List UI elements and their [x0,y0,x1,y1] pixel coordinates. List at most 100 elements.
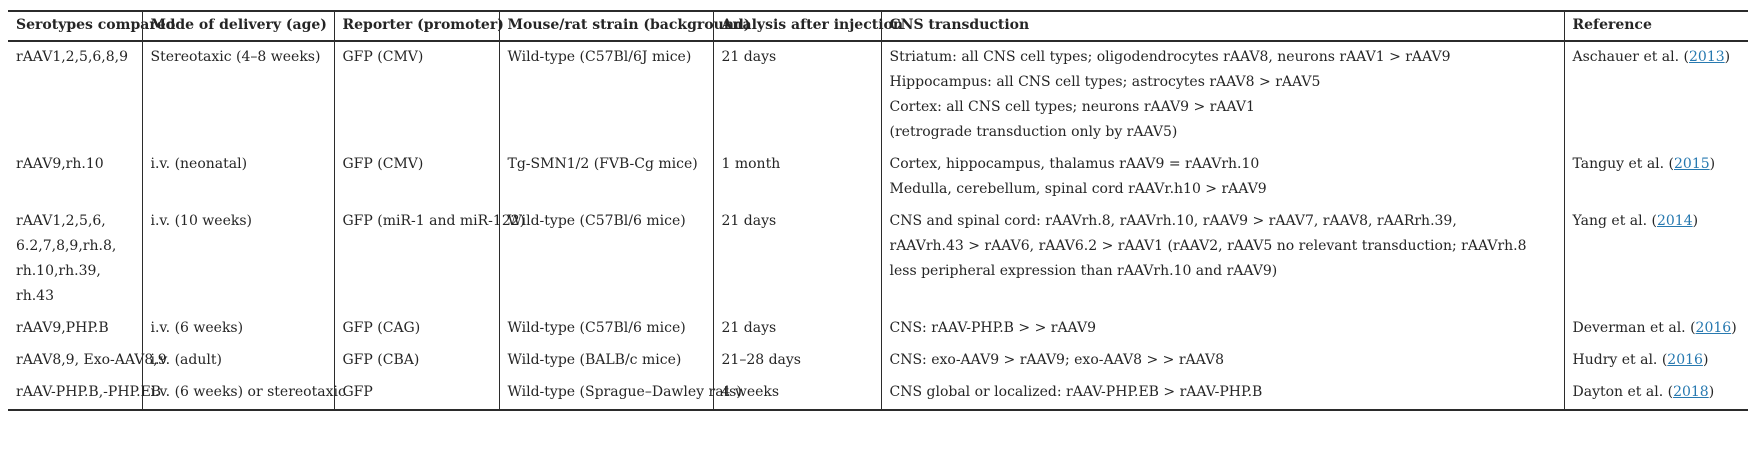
cell-line: CNS: exo-AAV9 > rAAV9; exo-AAV8 > > rAAV… [889,352,1225,368]
cell-line: Medulla, cerebellum, spinal cord rAAVr.h… [889,181,1267,197]
table-row: rAAV9,PHP.B i.v. (6 weeks) GFP (CAG) Wild-t… [8,313,1748,345]
cell-line: Striatum: all CNS cell types; oligodendr… [889,49,1451,65]
cell-transduction: CNS: rAAV-PHP.B > > rAAV9 [880,313,1564,345]
cell-line: 21 days [721,49,777,65]
cell-line: CNS global or localized: rAAV-PHP.EB > r… [889,384,1263,400]
table-row: rAAV-PHP.B,-PHP.EB i.v. (6 weeks) or ster… [8,377,1748,410]
cell-transduction: Striatum: all CNS cell types; oligodendr… [880,41,1564,149]
reference-text: Dayton et al. (2018) [1572,384,1715,400]
reference-year-link[interactable]: 2015 [1674,156,1710,172]
cell-line: GFP (CBA) [342,352,420,368]
cell-transduction: Cortex, hippocampus, thalamus rAAV9 = rA… [880,149,1564,206]
cell-analysis: 4 weeks [712,377,881,410]
cell-line: 6.2,7,8,9,rh.8, [16,238,117,254]
cell-serotypes: rAAV9,rh.10 [8,149,142,206]
cell-reference: Deverman et al. (2016) [1563,313,1748,345]
cell-line: 21 days [721,213,777,229]
cell-transduction: CNS and spinal cord: rAAVrh.8, rAAVrh.10… [880,206,1564,313]
cell-delivery: i.v. (10 weeks) [141,206,334,313]
cell-line: rAAV1,2,5,6,8,9 [16,49,129,65]
cell-line: CNS: rAAV-PHP.B > > rAAV9 [889,320,1097,336]
cell-line: Cortex: all CNS cell types; neurons rAAV… [889,99,1255,115]
cell-reference: Aschauer et al. (2013) [1563,41,1748,149]
table-container: Serotypes compared Mode of delivery (age… [8,10,1748,411]
cell-analysis: 21 days [712,41,881,149]
cell-line: Wild-type (Sprague–Dawley rats) [507,384,742,400]
cell-line: i.v. (10 weeks) [150,213,253,229]
cell-reporter: GFP [333,377,499,410]
cell-reporter: GFP (CBA) [333,345,499,377]
cell-reference: Yang et al. (2014) [1563,206,1748,313]
reference-year-link[interactable]: 2016 [1667,352,1703,368]
cell-line: GFP [342,384,373,400]
column-header-reference: Reference [1563,11,1748,42]
table-row: rAAV9,rh.10 i.v. (neonatal) GFP (CMV) Tg-SM… [8,149,1748,206]
cell-serotypes: rAAV-PHP.B,-PHP.EB [8,377,162,410]
reference-year-link[interactable]: 2013 [1689,49,1725,65]
cell-line: Tg-SMN1/2 (FVB-Cg mice) [507,156,698,172]
reference-text: Aschauer et al. (2013) [1572,49,1731,65]
cell-line: i.v. (adult) [150,352,222,368]
column-header-transduction: CNS transduction [880,11,1564,42]
table-row: rAAV8,9, Exo-AAV8,9 i.v. (adult) GFP (CBA)… [8,345,1748,377]
cell-reporter: GFP (miR-1 and miR-122) [333,206,526,313]
cell-delivery: i.v. (neonatal) [141,149,334,206]
cell-line: 1 month [721,156,781,172]
cell-analysis: 21 days [712,206,881,313]
cell-line: Wild-type (C57Bl/6J mice) [507,49,692,65]
reference-text: Deverman et al. (2016) [1572,320,1737,336]
cell-line: 4 weeks [721,384,780,400]
cell-line: rAAV-PHP.B,-PHP.EB [16,384,162,400]
cell-transduction: CNS: exo-AAV9 > rAAV9; exo-AAV8 > > rAAV… [880,345,1564,377]
cell-line: rAAVrh.43 > rAAV6, rAAV6.2 > rAAV1 (rAAV… [889,238,1527,254]
column-header-analysis: Analysis after injection [712,11,903,42]
cell-delivery: Stereotaxic (4–8 weeks) [141,41,334,149]
cell-line: GFP (CMV) [342,156,424,172]
table-row: rAAV1,2,5,6,8,9 Stereotaxic (4–8 weeks) GF… [8,41,1748,149]
cell-delivery: i.v. (6 weeks) or stereotaxic [141,377,346,410]
cell-line: (retrograde transduction only by rAAV5) [889,124,1178,140]
reference-text: Yang et al. (2014) [1572,213,1699,229]
cell-line: i.v. (6 weeks) or stereotaxic [150,384,346,400]
cell-reference: Tanguy et al. (2015) [1563,149,1748,206]
reference-text: Hudry et al. (2016) [1572,352,1709,368]
reference-year-link[interactable]: 2016 [1695,320,1732,336]
cell-strain: Wild-type (BALB/c mice) [498,345,713,377]
cell-line: CNS and spinal cord: rAAVrh.8, rAAVrh.10… [889,213,1457,229]
column-header-delivery: Mode of delivery (age) [141,11,334,42]
cell-analysis: 21 days [712,313,881,345]
reference-year-link[interactable]: 2018 [1673,384,1709,400]
cell-analysis: 21–28 days [712,345,881,377]
cell-reporter: GFP (CMV) [333,41,499,149]
column-header-reporter: Reporter (promoter) [333,11,504,42]
cell-line: GFP (miR-1 and miR-122) [342,213,526,229]
cell-serotypes: rAAV1,2,5,6,8,9 [8,41,142,149]
cell-line: i.v. (6 weeks) [150,320,244,336]
column-header-serotypes: Serotypes compared [8,11,175,42]
table-body: rAAV1,2,5,6,8,9 Stereotaxic (4–8 weeks) GF… [8,41,1748,410]
cell-line: rAAV8,9, Exo-AAV8,9 [16,352,167,368]
cell-serotypes: rAAV1,2,5,6, 6.2,7,8,9,rh.8, rh.10,rh.39, r… [8,206,142,313]
table-row: rAAV1,2,5,6, 6.2,7,8,9,rh.8, rh.10,rh.39, r… [8,206,1748,313]
cell-line: Cortex, hippocampus, thalamus rAAV9 = rA… [889,156,1260,172]
cell-transduction: CNS global or localized: rAAV-PHP.EB > r… [880,377,1564,410]
cell-strain: Wild-type (Sprague–Dawley rats) [498,377,742,410]
cell-reference: Hudry et al. (2016) [1563,345,1748,377]
cell-line: rAAV9,rh.10 [16,156,104,172]
cell-line: Wild-type (C57Bl/6 mice) [507,320,686,336]
cell-line: Wild-type (C57Bl/6 mice) [507,213,686,229]
cell-reporter: GFP (CMV) [333,149,499,206]
cell-serotypes: rAAV9,PHP.B [8,313,142,345]
cell-reference: Dayton et al. (2018) [1563,377,1748,410]
cell-line: GFP (CAG) [342,320,421,336]
cell-line: rh.43 [16,288,54,304]
cell-line: rh.10,rh.39, [16,263,101,279]
cell-reporter: GFP (CAG) [333,313,499,345]
reference-year-link[interactable]: 2014 [1656,213,1693,229]
cell-serotypes: rAAV8,9, Exo-AAV8,9 [8,345,167,377]
cell-line: Hippocampus: all CNS cell types; astrocy… [889,74,1321,90]
cell-analysis: 1 month [712,149,881,206]
cell-line: i.v. (neonatal) [150,156,248,172]
cell-line: 21–28 days [721,352,801,368]
cell-strain: Wild-type (C57Bl/6 mice) [498,206,713,313]
